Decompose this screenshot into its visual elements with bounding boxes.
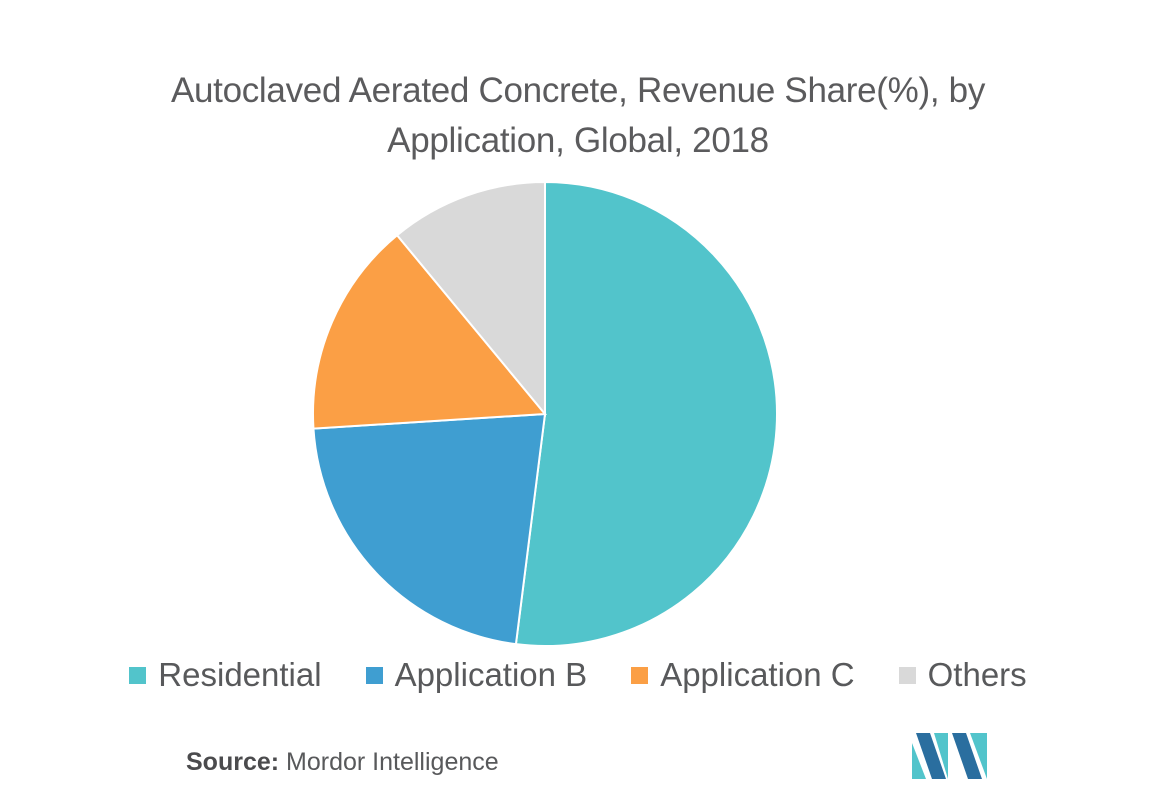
logo-shape-5 (970, 733, 987, 779)
legend-label-residential: Residential (158, 656, 322, 693)
source-note: Source: Mordor Intelligence (186, 748, 499, 777)
legend-swatch-application-c (631, 666, 649, 684)
legend-swatch-application-b (365, 666, 383, 684)
legend-swatch-residential (129, 666, 147, 684)
mordor-intelligence-logo (912, 733, 987, 779)
logo-shape-4 (952, 733, 982, 779)
chart-legend: Residential Application B Application C … (0, 656, 1156, 694)
legend-swatch-others (898, 666, 916, 684)
legend-item-others: Others (898, 656, 1027, 694)
legend-label-others: Others (927, 656, 1027, 693)
legend-item-application-c: Application C (631, 656, 855, 694)
legend-item-residential: Residential (129, 656, 322, 694)
chart-title-line-2: Application, Global, 2018 (387, 121, 769, 160)
pie-slice-application-c (312, 233, 548, 430)
chart-title: Autoclaved Aerated Concrete, Revenue Sha… (0, 66, 1156, 166)
legend-label-application-c: Application C (660, 656, 855, 693)
chart-title-line-1: Autoclaved Aerated Concrete, Revenue Sha… (170, 71, 986, 110)
source-label: Source: (186, 748, 280, 776)
logo-shape-1 (912, 743, 926, 779)
legend-item-application-b: Application B (365, 656, 588, 694)
logo-shape-2 (916, 733, 946, 779)
logo-shape-3 (934, 733, 948, 779)
pie-slice-residential (514, 180, 778, 647)
pie-slice-others (395, 180, 546, 417)
pie-slice-application-b (312, 412, 547, 646)
legend-label-application-b: Application B (394, 656, 588, 693)
source-text: Mordor Intelligence (286, 748, 499, 776)
